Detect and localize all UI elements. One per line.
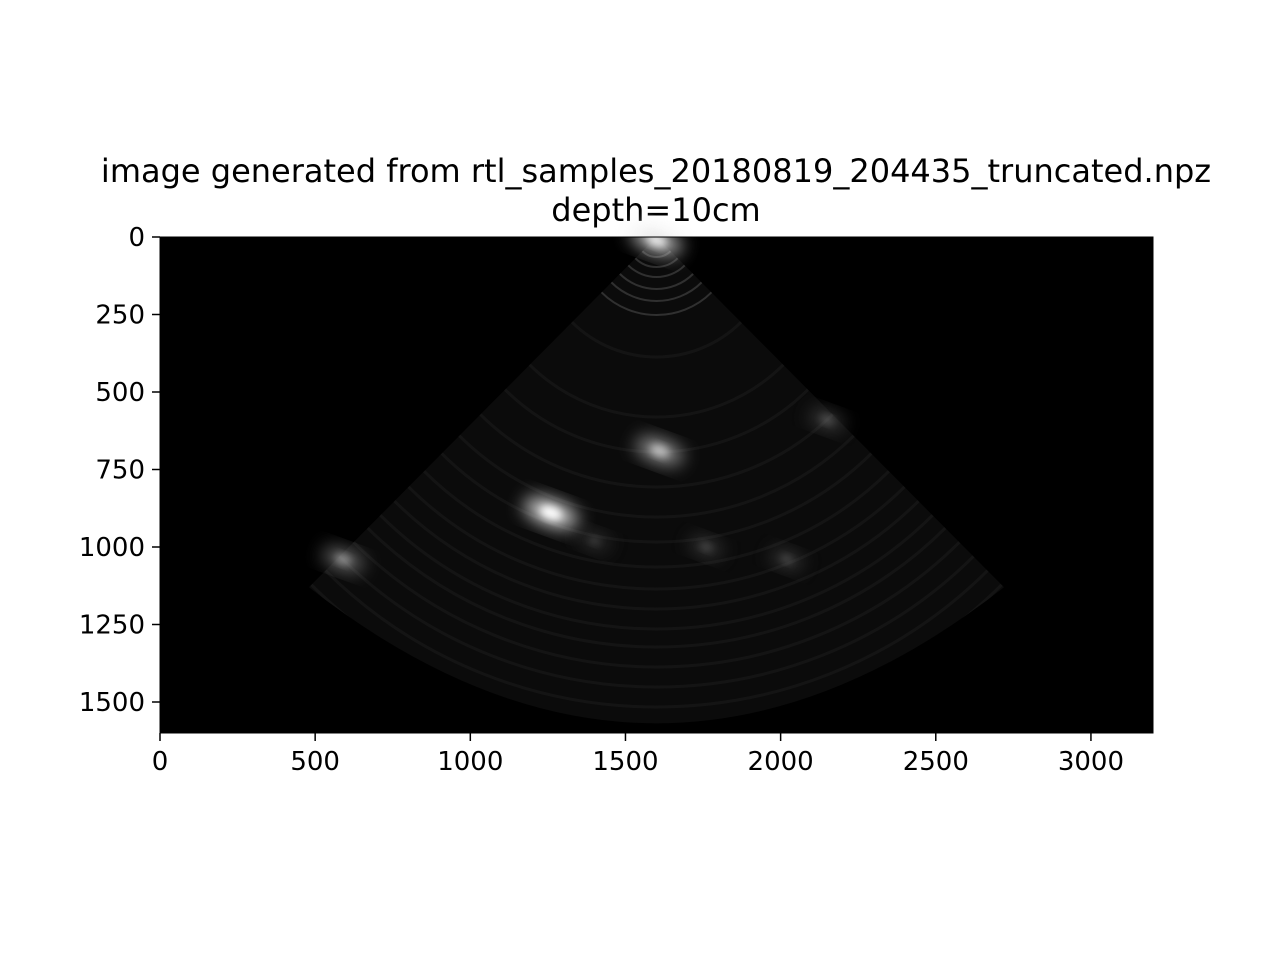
x-tick-label: 3000 (1058, 747, 1124, 777)
ultrasound-sector (308, 237, 1005, 724)
x-tick-label: 2500 (903, 747, 969, 777)
echo-spot-core (540, 506, 562, 520)
texture-ring (308, 237, 1005, 591)
texture-ring (475, 237, 838, 419)
texture-ring (591, 237, 722, 302)
y-tick-label: 0 (128, 223, 145, 253)
y-tick-label: 1000 (79, 533, 145, 563)
texture-ring (308, 237, 1005, 649)
sector-texture (308, 237, 1005, 724)
texture-ring (625, 237, 688, 268)
y-tick-label: 1250 (79, 611, 145, 641)
sector-fill (308, 237, 1005, 724)
y-tick-label: 250 (95, 301, 145, 331)
y-tick-label: 500 (95, 378, 145, 408)
texture-ring (308, 237, 1005, 669)
texture-ring (535, 237, 778, 359)
echo-spot-core (335, 554, 352, 565)
texture-ring (308, 237, 1005, 689)
texture-ring (350, 237, 963, 544)
texture-ring (577, 237, 736, 316)
x-tick-label: 2000 (748, 747, 814, 777)
texture-ring (308, 237, 1005, 631)
texture-ring (325, 237, 988, 569)
texture-ring (405, 237, 908, 489)
chart-title: image generated from rtl_samples_2018081… (101, 152, 1211, 190)
echo-spot-core (588, 536, 601, 545)
texture-ring (635, 237, 678, 258)
y-tick-label: 750 (95, 456, 145, 486)
x-tick-label: 1500 (592, 747, 658, 777)
texture-ring (375, 237, 938, 519)
y-tick-label: 1500 (79, 688, 145, 718)
x-tick-label: 500 (290, 747, 340, 777)
y-axis: 0 250 500 750 1000 1250 1500 (79, 223, 160, 718)
texture-ring (308, 237, 1005, 611)
x-tick-label: 0 (152, 747, 169, 777)
chart-subtitle: depth=10cm (551, 191, 760, 229)
plot-frame (159, 236, 1154, 734)
x-tick-label: 1000 (437, 747, 503, 777)
echo-spot-core (699, 542, 713, 552)
texture-ring (615, 237, 698, 278)
x-axis: 0 500 1000 1500 2000 2500 3000 (152, 733, 1124, 777)
echo-spot-core (780, 555, 794, 564)
echo-spot-core (820, 415, 834, 425)
texture-ring (308, 237, 1005, 709)
echo-spot-core (650, 444, 669, 457)
texture-ring (603, 237, 710, 290)
